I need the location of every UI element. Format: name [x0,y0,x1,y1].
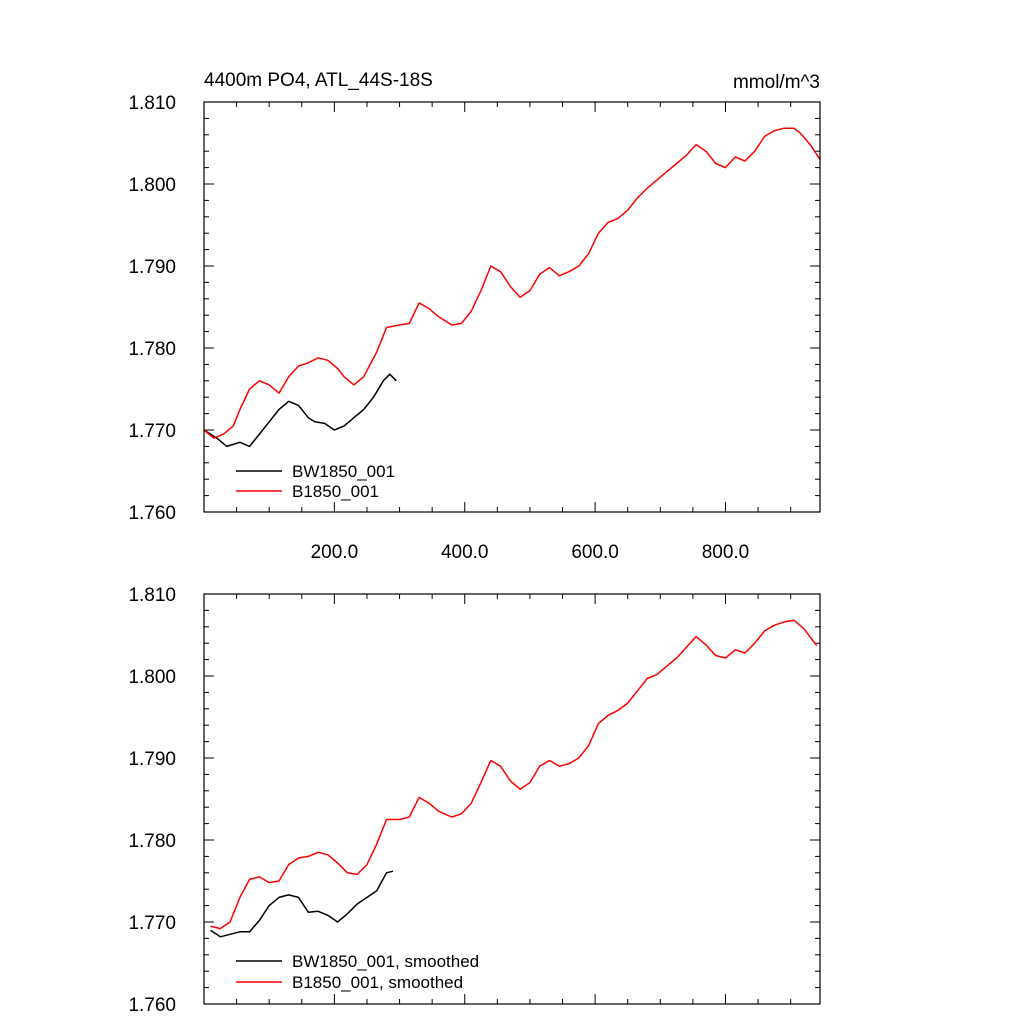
top-panel-ticks: 1.760 1.770 1.780 1.790 1.800 1.810 200.0 400.0… [128,93,820,563]
y-tick-label: 1.800 [128,175,176,196]
series-line-b1850-001-smoothed [210,619,818,930]
legend-label-b1850-smoothed: B1850_001, smoothed [292,973,463,992]
bottom-panel-ticks: 1.760 1.770 1.780 1.790 1.800 1.810 [128,585,820,1016]
top-panel-series [203,127,821,448]
y-tick-label: 1.760 [128,995,176,1016]
x-tick-label: 600.0 [571,542,619,563]
series-line-bw1850-001 [203,373,397,448]
top-panel-units: mmol/m^3 [733,72,820,93]
x-tick-label: 800.0 [702,542,750,563]
series-line-bw1850-001-smoothed [210,870,394,938]
top-panel-frame [203,101,821,513]
y-tick-label: 1.770 [128,913,176,934]
bottom-panel-legend: BW1850_001, smoothed B1850_001, smoothed [236,952,479,992]
y-tick-label: 1.810 [128,93,176,114]
legend-label-bw1850: BW1850_001 [292,462,395,481]
y-tick-label: 1.780 [128,831,176,852]
top-panel: 4400m PO4, ATL_44S-18S mmol/m^3 1.7601.7… [128,70,821,563]
bottom-panel-series [210,619,818,938]
bottom-panel: 1.760 1.770 1.780 1.790 1.800 1.810 BW1850_00… [128,585,821,1016]
legend-label-bw1850-smoothed: BW1850_001, smoothed [292,952,479,971]
y-tick-label: 1.760 [128,503,176,524]
y-tick-label: 1.780 [128,339,176,360]
y-tick-label: 1.800 [128,667,176,688]
bottom-panel-frame [203,593,821,1005]
series-line-b1850-001 [203,127,821,439]
top-panel-legend: BW1850_001 B1850_001 [236,462,395,501]
top-panel-title: 4400m PO4, ATL_44S-18S [204,70,433,91]
y-tick-label: 1.770 [128,421,176,442]
x-tick-label: 200.0 [311,542,359,563]
x-tick-label: 400.0 [441,542,489,563]
y-tick-label: 1.810 [128,585,176,606]
legend-label-b1850: B1850_001 [292,482,379,501]
y-tick-label: 1.790 [128,257,176,278]
y-tick-label: 1.790 [128,749,176,770]
